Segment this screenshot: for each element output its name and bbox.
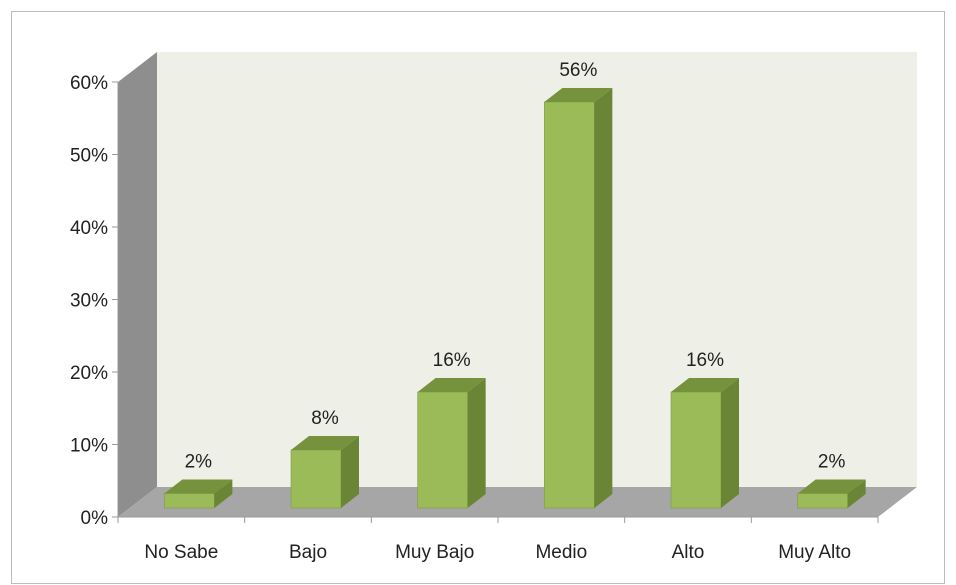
bar-top-face (544, 88, 613, 102)
y-tick-label: 30% (70, 291, 108, 312)
bar-top-face (164, 479, 233, 494)
bar-front-face (164, 493, 215, 509)
data-label: 56% (559, 60, 597, 81)
floor (118, 487, 917, 517)
y-tick-label: 40% (70, 218, 108, 239)
bar-top-face (797, 479, 866, 494)
bar (797, 479, 866, 509)
bar-side-face (214, 479, 233, 508)
y-tick-label: 60% (70, 73, 108, 94)
data-label: 16% (686, 350, 724, 371)
y-tick-label: 0% (81, 508, 109, 529)
x-tick-label: Muy Alto (778, 542, 851, 563)
bar-front-face (290, 449, 342, 509)
bar (164, 479, 233, 509)
side-wall (118, 52, 157, 517)
x-tick-label: No Sabe (144, 542, 218, 563)
x-tick-label: Medio (535, 542, 587, 563)
bar-front-face (797, 493, 848, 509)
y-tick-label: 20% (70, 363, 108, 384)
bar-side-face (341, 436, 359, 508)
x-tick-label: Alto (672, 542, 705, 563)
bar-front-face (670, 391, 722, 509)
data-label: 8% (311, 408, 339, 429)
data-label: 16% (433, 350, 471, 371)
bar (544, 88, 613, 509)
bar-side-face (467, 378, 486, 508)
y-tick-label: 50% (70, 146, 108, 167)
bar-front-face (544, 101, 595, 509)
x-tick-label: Muy Bajo (395, 542, 474, 563)
y-tick-label: 10% (70, 436, 108, 457)
bar-front-face (417, 391, 468, 509)
bar (417, 378, 486, 509)
bar-side-face (594, 88, 613, 508)
bar (290, 436, 359, 509)
bar-top-face (671, 378, 739, 392)
bar-side-face (847, 479, 866, 508)
data-label: 2% (185, 452, 213, 473)
x-tick-label: Bajo (289, 542, 327, 563)
bar (670, 378, 739, 509)
data-label: 2% (818, 452, 846, 473)
bar-top-face (291, 436, 359, 450)
bar-side-face (721, 378, 739, 508)
back-wall (157, 52, 917, 487)
bar-top-face (417, 378, 486, 392)
